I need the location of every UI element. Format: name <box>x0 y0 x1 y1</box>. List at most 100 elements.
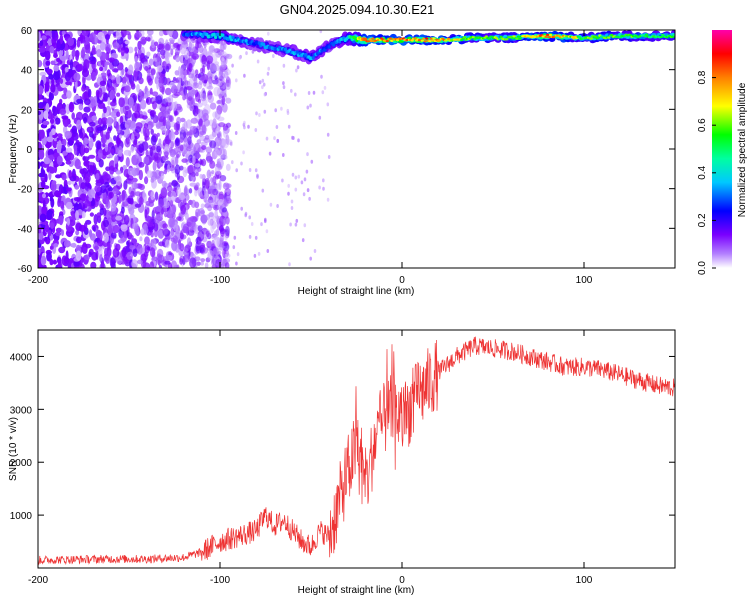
noise-speck <box>100 179 105 185</box>
noise-speck <box>294 222 298 227</box>
noise-speck <box>221 57 225 62</box>
noise-speck <box>139 236 143 242</box>
noise-speck <box>76 63 84 72</box>
noise-speck <box>119 115 124 125</box>
noise-speck <box>38 31 41 42</box>
x-tick-label: 0 <box>399 275 405 286</box>
noise-speck <box>282 85 286 90</box>
noise-speck <box>147 37 151 42</box>
ridge-cell <box>390 39 394 43</box>
noise-speck <box>144 209 148 219</box>
noise-speck <box>306 188 310 193</box>
noise-speck <box>219 175 227 182</box>
noise-speck <box>294 92 297 97</box>
noise-speck <box>183 186 188 197</box>
noise-speck <box>307 91 311 95</box>
noise-speck <box>110 232 117 239</box>
noise-speck <box>38 224 42 234</box>
noise-speck <box>116 74 121 85</box>
noise-speck <box>141 115 148 120</box>
noise-speck <box>123 149 131 156</box>
noise-speck <box>201 109 209 117</box>
ridge-cell <box>659 35 663 39</box>
ridge-cell <box>498 37 502 40</box>
noise-speck <box>204 262 209 268</box>
noise-speck <box>139 96 144 101</box>
noise-speck <box>136 259 143 265</box>
noise-speck <box>146 170 153 178</box>
noise-speck <box>266 71 270 76</box>
noise-speck <box>39 71 47 77</box>
noise-speck <box>165 65 170 73</box>
noise-speck <box>244 213 247 218</box>
noise-speck <box>195 91 201 103</box>
noise-speck <box>49 245 53 250</box>
noise-speck <box>225 163 231 171</box>
noise-speck <box>200 203 205 209</box>
noise-speck <box>145 98 149 104</box>
noise-speck <box>291 135 294 140</box>
noise-speck <box>75 229 80 236</box>
ridge-cell <box>516 35 521 38</box>
noise-speck <box>155 205 162 212</box>
noise-speck <box>38 59 43 68</box>
ridge-cell <box>422 37 426 40</box>
noise-speck <box>145 200 151 206</box>
noise-speck <box>75 210 79 220</box>
noise-speck <box>195 182 200 188</box>
noise-speck <box>89 212 94 217</box>
noise-speck <box>120 47 125 57</box>
noise-speck <box>203 188 209 200</box>
noise-speck <box>267 31 270 36</box>
noise-speck <box>148 58 154 66</box>
noise-speck <box>140 99 147 110</box>
noise-speck <box>224 155 228 160</box>
noise-speck <box>49 118 55 124</box>
noise-speck <box>65 201 73 210</box>
noise-speck <box>319 30 323 34</box>
noise-speck <box>103 193 107 200</box>
noise-speck <box>176 216 182 221</box>
spectrogram-xlabel: Height of straight line (km) <box>298 286 415 297</box>
noise-speck <box>208 240 212 251</box>
noise-speck <box>76 119 82 130</box>
y-tick-label: -40 <box>18 224 33 235</box>
x-tick-label: -200 <box>28 575 48 586</box>
noise-speck <box>121 206 125 214</box>
noise-speck <box>174 244 180 253</box>
noise-speck <box>294 175 298 180</box>
noise-speck <box>235 261 238 266</box>
noise-speck <box>302 192 306 197</box>
noise-speck <box>63 256 70 264</box>
noise-speck <box>112 68 119 73</box>
noise-speck <box>61 229 64 237</box>
noise-speck <box>214 75 218 81</box>
noise-speck <box>97 31 105 41</box>
noise-speck <box>313 249 317 253</box>
noise-speck <box>189 105 195 111</box>
noise-speck <box>67 152 75 161</box>
noise-speck <box>201 54 207 65</box>
noise-speck <box>261 85 264 90</box>
noise-speck <box>127 234 134 240</box>
noise-speck <box>134 203 142 208</box>
noise-speck <box>50 60 56 66</box>
noise-speck <box>147 221 154 228</box>
y-tick-label: 2000 <box>10 458 33 469</box>
ridge-cell <box>546 33 550 37</box>
noise-speck <box>326 197 330 202</box>
noise-speck <box>78 165 82 170</box>
noise-speck <box>159 49 166 56</box>
ridge-cell <box>548 33 553 37</box>
noise-speck <box>127 175 134 181</box>
noise-speck <box>221 77 226 84</box>
ridge-cell <box>431 39 435 42</box>
noise-speck <box>152 100 157 110</box>
noise-speck <box>73 260 80 267</box>
noise-speck <box>39 231 44 241</box>
noise-speck <box>39 129 45 139</box>
noise-speck <box>49 222 55 229</box>
noise-speck <box>181 158 188 163</box>
noise-speck <box>42 120 50 126</box>
noise-speck <box>214 109 221 120</box>
